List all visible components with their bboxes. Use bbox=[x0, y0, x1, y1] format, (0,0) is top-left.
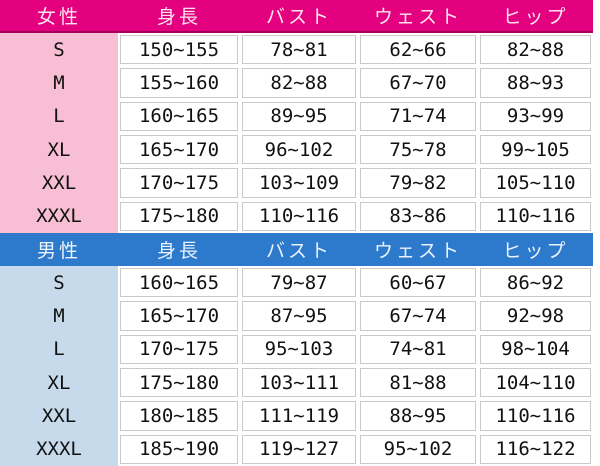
hip-column-header: ヒップ bbox=[502, 6, 569, 28]
height-cell: 165∼170 bbox=[120, 134, 238, 165]
size-label-cell: XXXL bbox=[0, 199, 118, 233]
hip-cell: 92∼98 bbox=[480, 301, 591, 331]
hip-cell: 104∼110 bbox=[480, 367, 591, 398]
waist-cell: 74∼81 bbox=[360, 334, 476, 364]
size-label-cell: M bbox=[0, 66, 118, 100]
size-label-cell: XXL bbox=[0, 166, 118, 200]
waist-column-header: ウェスト bbox=[373, 240, 462, 262]
height-cell: 180∼185 bbox=[120, 401, 238, 431]
bust-cell: 96∼102 bbox=[242, 134, 356, 165]
bust-cell: 111∼119 bbox=[242, 401, 356, 431]
waist-cell: 95∼102 bbox=[360, 434, 476, 464]
women-group-header: 女性 bbox=[36, 6, 81, 28]
bust-cell: 82∼88 bbox=[242, 68, 356, 98]
height-cell: 170∼175 bbox=[120, 168, 238, 198]
size-label-cell: XL bbox=[0, 132, 118, 167]
bust-cell: 95∼103 bbox=[242, 334, 356, 364]
bust-column-header: バスト bbox=[265, 240, 332, 262]
height-cell: 185∼190 bbox=[120, 434, 238, 464]
height-cell: 160∼165 bbox=[120, 101, 238, 131]
size-label-cell: L bbox=[0, 332, 118, 366]
women-section: 女性 身長 バスト ウェスト ヒップ S 150∼155 78∼81 62∼66… bbox=[0, 0, 593, 233]
waist-cell: 88∼95 bbox=[360, 401, 476, 431]
waist-cell: 83∼86 bbox=[360, 201, 476, 231]
hip-cell: 110∼116 bbox=[480, 401, 591, 431]
height-cell: 150∼155 bbox=[120, 35, 238, 65]
hip-cell: 105∼110 bbox=[480, 168, 591, 198]
waist-cell: 79∼82 bbox=[360, 168, 476, 198]
hip-cell: 86∼92 bbox=[480, 268, 591, 298]
size-label-cell: L bbox=[0, 99, 118, 133]
size-label-cell: M bbox=[0, 299, 118, 333]
size-label-cell: XXXL bbox=[0, 432, 118, 466]
men-table-body: S 160∼165 79∼87 60∼67 86∼92 M 165∼170 87… bbox=[0, 266, 593, 466]
women-header-row: 女性 身長 バスト ウェスト ヒップ bbox=[0, 0, 593, 33]
hip-cell: 93∼99 bbox=[480, 101, 591, 131]
height-cell: 160∼165 bbox=[120, 268, 238, 298]
men-header-row: 男性 身長 バスト ウェスト ヒップ bbox=[0, 233, 593, 266]
waist-cell: 71∼74 bbox=[360, 101, 476, 131]
women-table-body: S 150∼155 78∼81 62∼66 82∼88 M 155∼160 82… bbox=[0, 33, 593, 233]
height-column-header: 身長 bbox=[156, 240, 201, 262]
size-label-cell: XXL bbox=[0, 399, 118, 433]
men-section: 男性 身長 バスト ウェスト ヒップ S 160∼165 79∼87 60∼67… bbox=[0, 233, 593, 466]
bust-cell: 79∼87 bbox=[242, 268, 356, 298]
hip-cell: 116∼122 bbox=[480, 434, 591, 464]
hip-cell: 99∼105 bbox=[480, 134, 591, 165]
bust-cell: 103∼111 bbox=[242, 367, 356, 398]
hip-cell: 82∼88 bbox=[480, 35, 591, 65]
waist-cell: 60∼67 bbox=[360, 268, 476, 298]
bust-cell: 119∼127 bbox=[242, 434, 356, 464]
bust-cell: 89∼95 bbox=[242, 101, 356, 131]
height-cell: 170∼175 bbox=[120, 334, 238, 364]
size-label-cell: XL bbox=[0, 365, 118, 400]
hip-cell: 110∼116 bbox=[480, 201, 591, 231]
hip-cell: 98∼104 bbox=[480, 334, 591, 364]
waist-cell: 62∼66 bbox=[360, 35, 476, 65]
height-cell: 155∼160 bbox=[120, 68, 238, 98]
bust-cell: 110∼116 bbox=[242, 201, 356, 231]
height-column-header: 身長 bbox=[156, 6, 201, 28]
men-group-header: 男性 bbox=[36, 240, 81, 262]
bust-cell: 87∼95 bbox=[242, 301, 356, 331]
height-cell: 175∼180 bbox=[120, 201, 238, 231]
bust-cell: 78∼81 bbox=[242, 35, 356, 65]
bust-cell: 103∼109 bbox=[242, 168, 356, 198]
hip-column-header: ヒップ bbox=[502, 240, 569, 262]
bust-column-header: バスト bbox=[265, 6, 332, 28]
height-cell: 175∼180 bbox=[120, 367, 238, 398]
height-cell: 165∼170 bbox=[120, 301, 238, 331]
waist-cell: 67∼74 bbox=[360, 301, 476, 331]
size-label-cell: S bbox=[0, 266, 118, 300]
hip-cell: 88∼93 bbox=[480, 68, 591, 98]
waist-column-header: ウェスト bbox=[373, 6, 462, 28]
size-label-cell: S bbox=[0, 33, 118, 67]
waist-cell: 75∼78 bbox=[360, 134, 476, 165]
waist-cell: 67∼70 bbox=[360, 68, 476, 98]
waist-cell: 81∼88 bbox=[360, 367, 476, 398]
